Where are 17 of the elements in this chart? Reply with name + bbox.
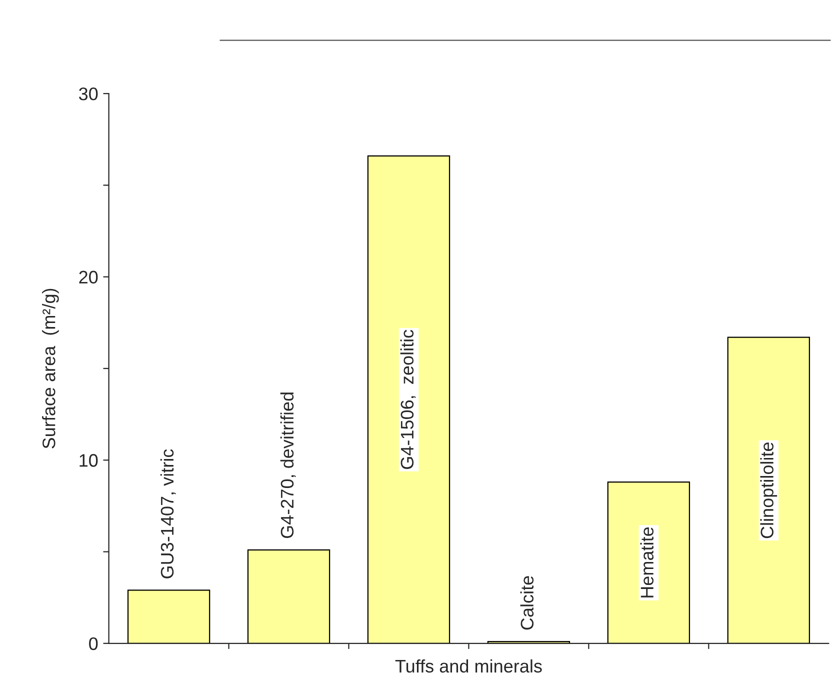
x-tick-label: G4-270, devitrified (280, 392, 296, 538)
bar (127, 590, 210, 644)
y-tick-label: 20 (79, 270, 98, 284)
bar (367, 155, 450, 644)
y-tick-label: 10 (80, 454, 98, 467)
bar (247, 549, 330, 644)
x-tick-label: Calcite (520, 576, 534, 630)
bar (607, 482, 690, 644)
y-tick-label: 0 (89, 637, 98, 650)
y-tick-label: 30 (79, 88, 98, 100)
bar (727, 336, 810, 644)
x-tick-label: Clinoptilolite (760, 442, 778, 538)
x-axis-title: Tuffs and minerals (395, 659, 542, 673)
y-axis-title: Surface area (m²/g) (42, 288, 59, 448)
x-tick-label: G4-1506, zeolitic (400, 330, 416, 469)
x-tick-label: GU3-1407, vitric (160, 449, 176, 578)
x-tick-label: Hematite (640, 527, 654, 598)
